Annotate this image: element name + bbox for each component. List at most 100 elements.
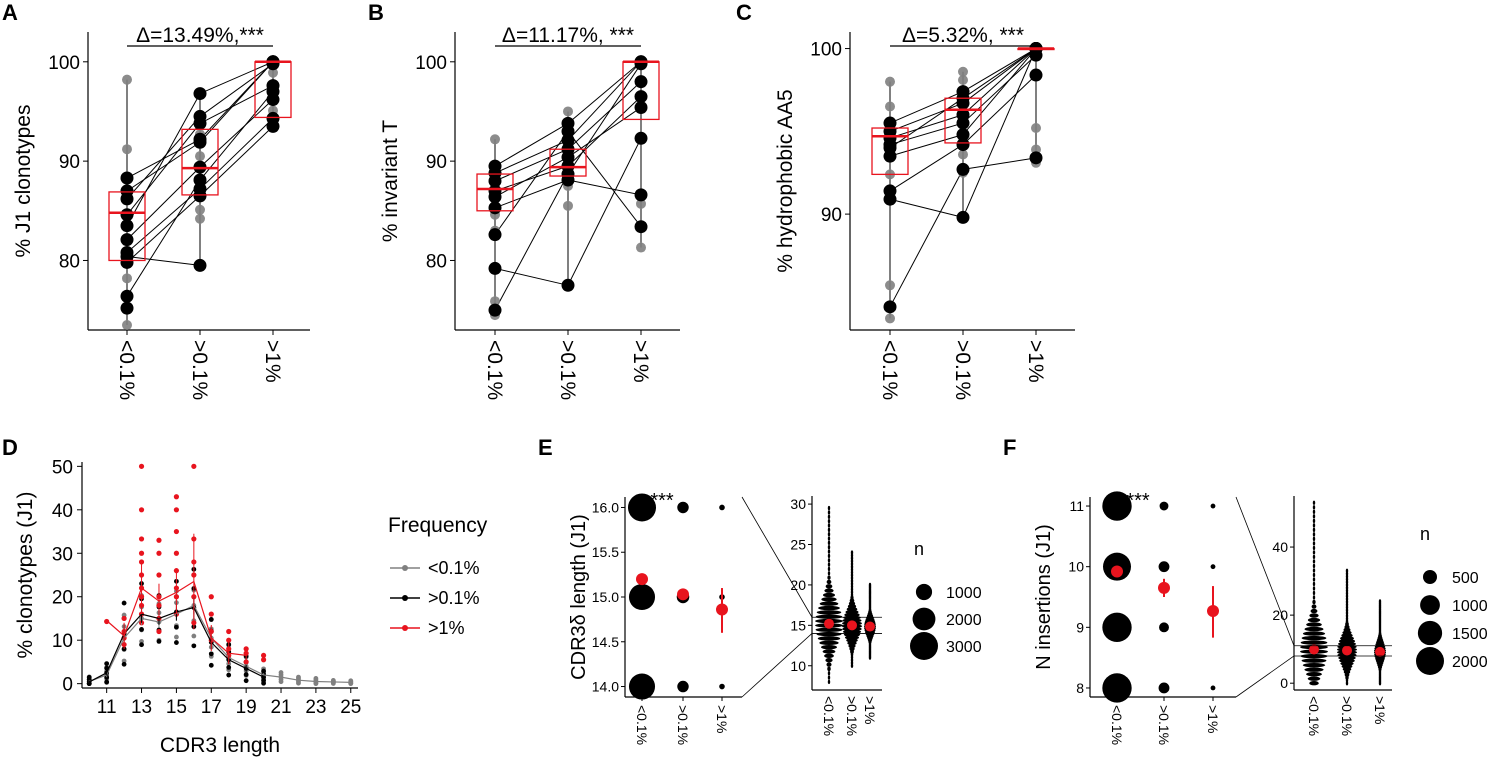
inset-y-tick-label: 40 [1272, 539, 1288, 555]
inset-dist-point [868, 582, 872, 588]
inset-dist-point [1302, 631, 1326, 636]
inset-dist-point [827, 545, 831, 550]
inset-dist-point [827, 523, 831, 528]
y-tick-label: 11 [1069, 498, 1084, 514]
paired-point [561, 167, 575, 181]
inset-dist-point [1309, 613, 1319, 618]
inset-x-tick-label: >1% [862, 696, 878, 724]
size-legend-label: 1000 [1452, 598, 1488, 615]
x-tick-label: >0.1% [951, 340, 974, 400]
paired-point [120, 171, 134, 185]
y-tick-label: 30 [52, 544, 73, 565]
paired-point [1029, 151, 1043, 165]
x-tick-label: <0.1% [1109, 705, 1125, 745]
inset-dist-point [827, 671, 831, 676]
data-point [268, 67, 278, 78]
paired-point [634, 75, 648, 89]
paired-line [126, 195, 201, 263]
legend-swatch-dot [402, 565, 408, 571]
paired-line [126, 123, 201, 216]
paired-point [956, 116, 970, 130]
x-tick-label: 23 [305, 697, 326, 718]
count-bubble [1102, 673, 1132, 703]
inset-x-tick-label: <0.1% [821, 696, 837, 736]
red-point [173, 528, 180, 535]
paired-line [126, 116, 201, 200]
count-bubble [1210, 564, 1216, 570]
inset-dist-point [827, 571, 831, 576]
inset-dist-point [1342, 630, 1352, 635]
series-point [191, 633, 197, 639]
inset-dist-point [1312, 590, 1316, 596]
inset-dist-point [1309, 680, 1319, 686]
inset-dist-point [1307, 676, 1321, 681]
series-point [226, 664, 232, 670]
paired-line [567, 138, 642, 286]
inset-dist-point [1312, 541, 1316, 546]
panel-d-chart: 0 10 20 30 40 50 11 13 15 17 19 21 23 25 CDR3 length % … [14, 457, 488, 757]
red-point [156, 572, 162, 578]
series-point [104, 679, 110, 685]
inset-dist-point [1312, 523, 1316, 528]
paired-line [126, 166, 201, 240]
inset-y-tick-label: 20 [1272, 607, 1288, 623]
paired-point [120, 219, 134, 233]
paired-line [494, 179, 569, 209]
inset-dist-point [819, 601, 839, 606]
inset-dist-point [1312, 536, 1316, 542]
inset-dist-point [826, 662, 832, 667]
x-tick-label: 21 [270, 697, 291, 718]
inset-dist-point [1312, 577, 1316, 582]
count-bubble [628, 583, 656, 611]
inset-dist-point [1302, 662, 1326, 668]
paired-line [494, 156, 569, 198]
inset-dist-point [1311, 604, 1317, 609]
data-point [195, 204, 205, 215]
series-point [156, 639, 162, 644]
inset-dist-point [827, 558, 831, 563]
paired-point [120, 289, 134, 303]
panel-label-d: D [2, 435, 18, 460]
inset-dist-point [827, 675, 831, 680]
inset-dist-point [1344, 624, 1350, 630]
paired-point [561, 278, 575, 292]
red-point [260, 652, 267, 659]
paired-line [494, 131, 569, 235]
legend-swatch-dot [402, 625, 408, 631]
y-tick-label: 14.0 [592, 679, 619, 695]
data-point [122, 144, 132, 155]
series-point [86, 674, 92, 680]
inset-dist-point [1300, 640, 1328, 645]
paired-line [126, 188, 201, 253]
size-legend-bubble [1420, 595, 1440, 615]
y-tick-label: 50 [52, 457, 73, 478]
paired-line [494, 267, 569, 286]
box-iqr [181, 128, 219, 196]
paired-line [199, 61, 274, 143]
data-point [636, 242, 646, 253]
paired-point [634, 188, 648, 202]
paired-point [883, 141, 897, 155]
paired-line [962, 48, 1037, 93]
paired-point [883, 192, 897, 206]
inset-dist-point [1312, 586, 1316, 591]
y-tick-label: 0 [62, 675, 73, 696]
panel-label-a: A [2, 0, 18, 25]
inset-dist-point [1312, 532, 1316, 537]
inset-dist-point [816, 610, 842, 615]
inset-dist-point [850, 595, 854, 601]
y-tick-label: 8 [1076, 680, 1084, 696]
red-point [156, 628, 162, 635]
inset-dist-point [827, 562, 831, 567]
data-point [1031, 123, 1041, 134]
red-point [138, 507, 145, 513]
y-tick-label: 16.0 [592, 499, 619, 515]
inset-dist-point [827, 527, 831, 533]
count-bubble [628, 673, 656, 700]
red-point [226, 628, 232, 635]
inset-dist-point [1312, 545, 1316, 551]
series-point [121, 661, 127, 667]
inset-dist-point [827, 679, 831, 685]
series-point [139, 639, 144, 644]
